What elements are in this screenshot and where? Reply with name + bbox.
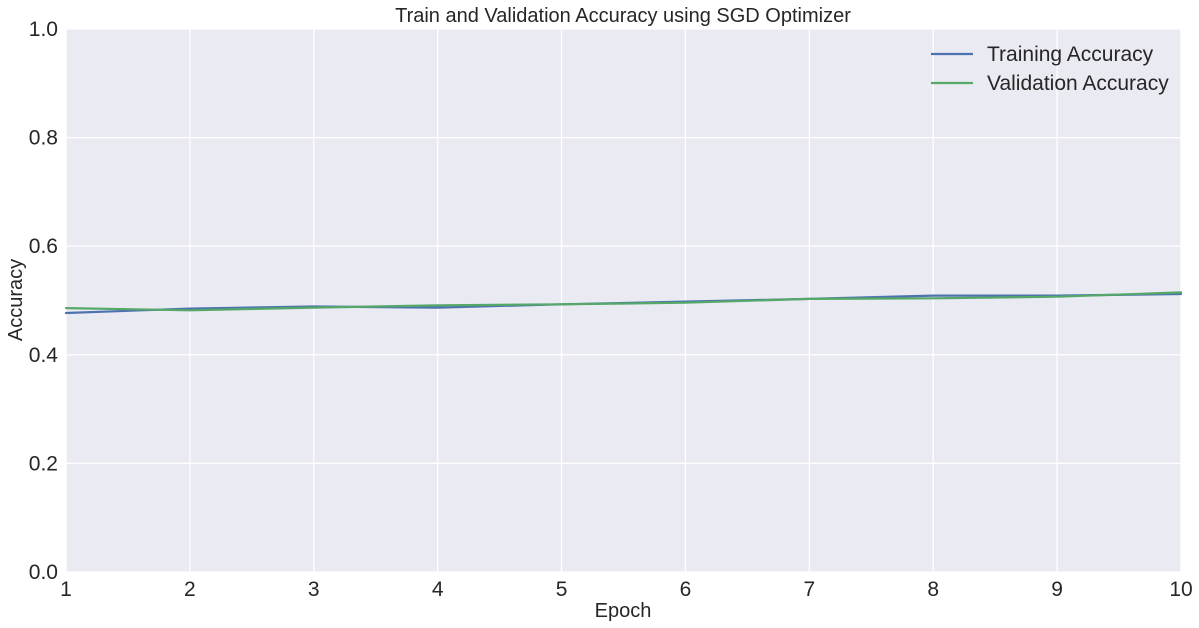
y-tick-label: 0.0 <box>29 561 58 584</box>
y-axis-ticks: 0.0 0.2 0.4 0.6 0.8 1.0 <box>29 18 59 584</box>
x-tick-label: 4 <box>432 578 444 601</box>
x-tick-label: 5 <box>556 578 568 601</box>
legend-label: Training Accuracy <box>987 43 1154 66</box>
y-tick-label: 0.6 <box>29 235 58 258</box>
series-layer <box>64 291 1183 315</box>
y-tick-label: 0.2 <box>29 452 58 475</box>
x-tick-label: 3 <box>308 578 320 601</box>
x-tick-label: 9 <box>1051 578 1063 601</box>
x-tick-label: 7 <box>803 578 815 601</box>
x-tick-label: 6 <box>680 578 692 601</box>
series-line-validation-accuracy <box>64 291 1183 312</box>
x-tick-label: 2 <box>184 578 196 601</box>
x-tick-label: 8 <box>927 578 939 601</box>
x-tick-label: 10 <box>1169 578 1192 601</box>
chart-title: Train and Validation Accuracy using SGD … <box>395 5 851 27</box>
x-tick-label: 1 <box>60 578 72 601</box>
y-axis-label: Accuracy <box>5 259 27 341</box>
y-tick-label: 0.8 <box>29 127 58 150</box>
x-axis-label: Epoch <box>595 600 652 622</box>
y-tick-label: 0.4 <box>29 344 59 367</box>
legend-label: Validation Accuracy <box>987 72 1169 95</box>
x-axis-ticks: 1 2 3 4 5 6 7 8 9 10 <box>60 578 1193 601</box>
plot-background <box>66 29 1181 572</box>
legend: Training Accuracy Validation Accuracy <box>931 43 1169 95</box>
y-tick-label: 1.0 <box>29 18 58 41</box>
